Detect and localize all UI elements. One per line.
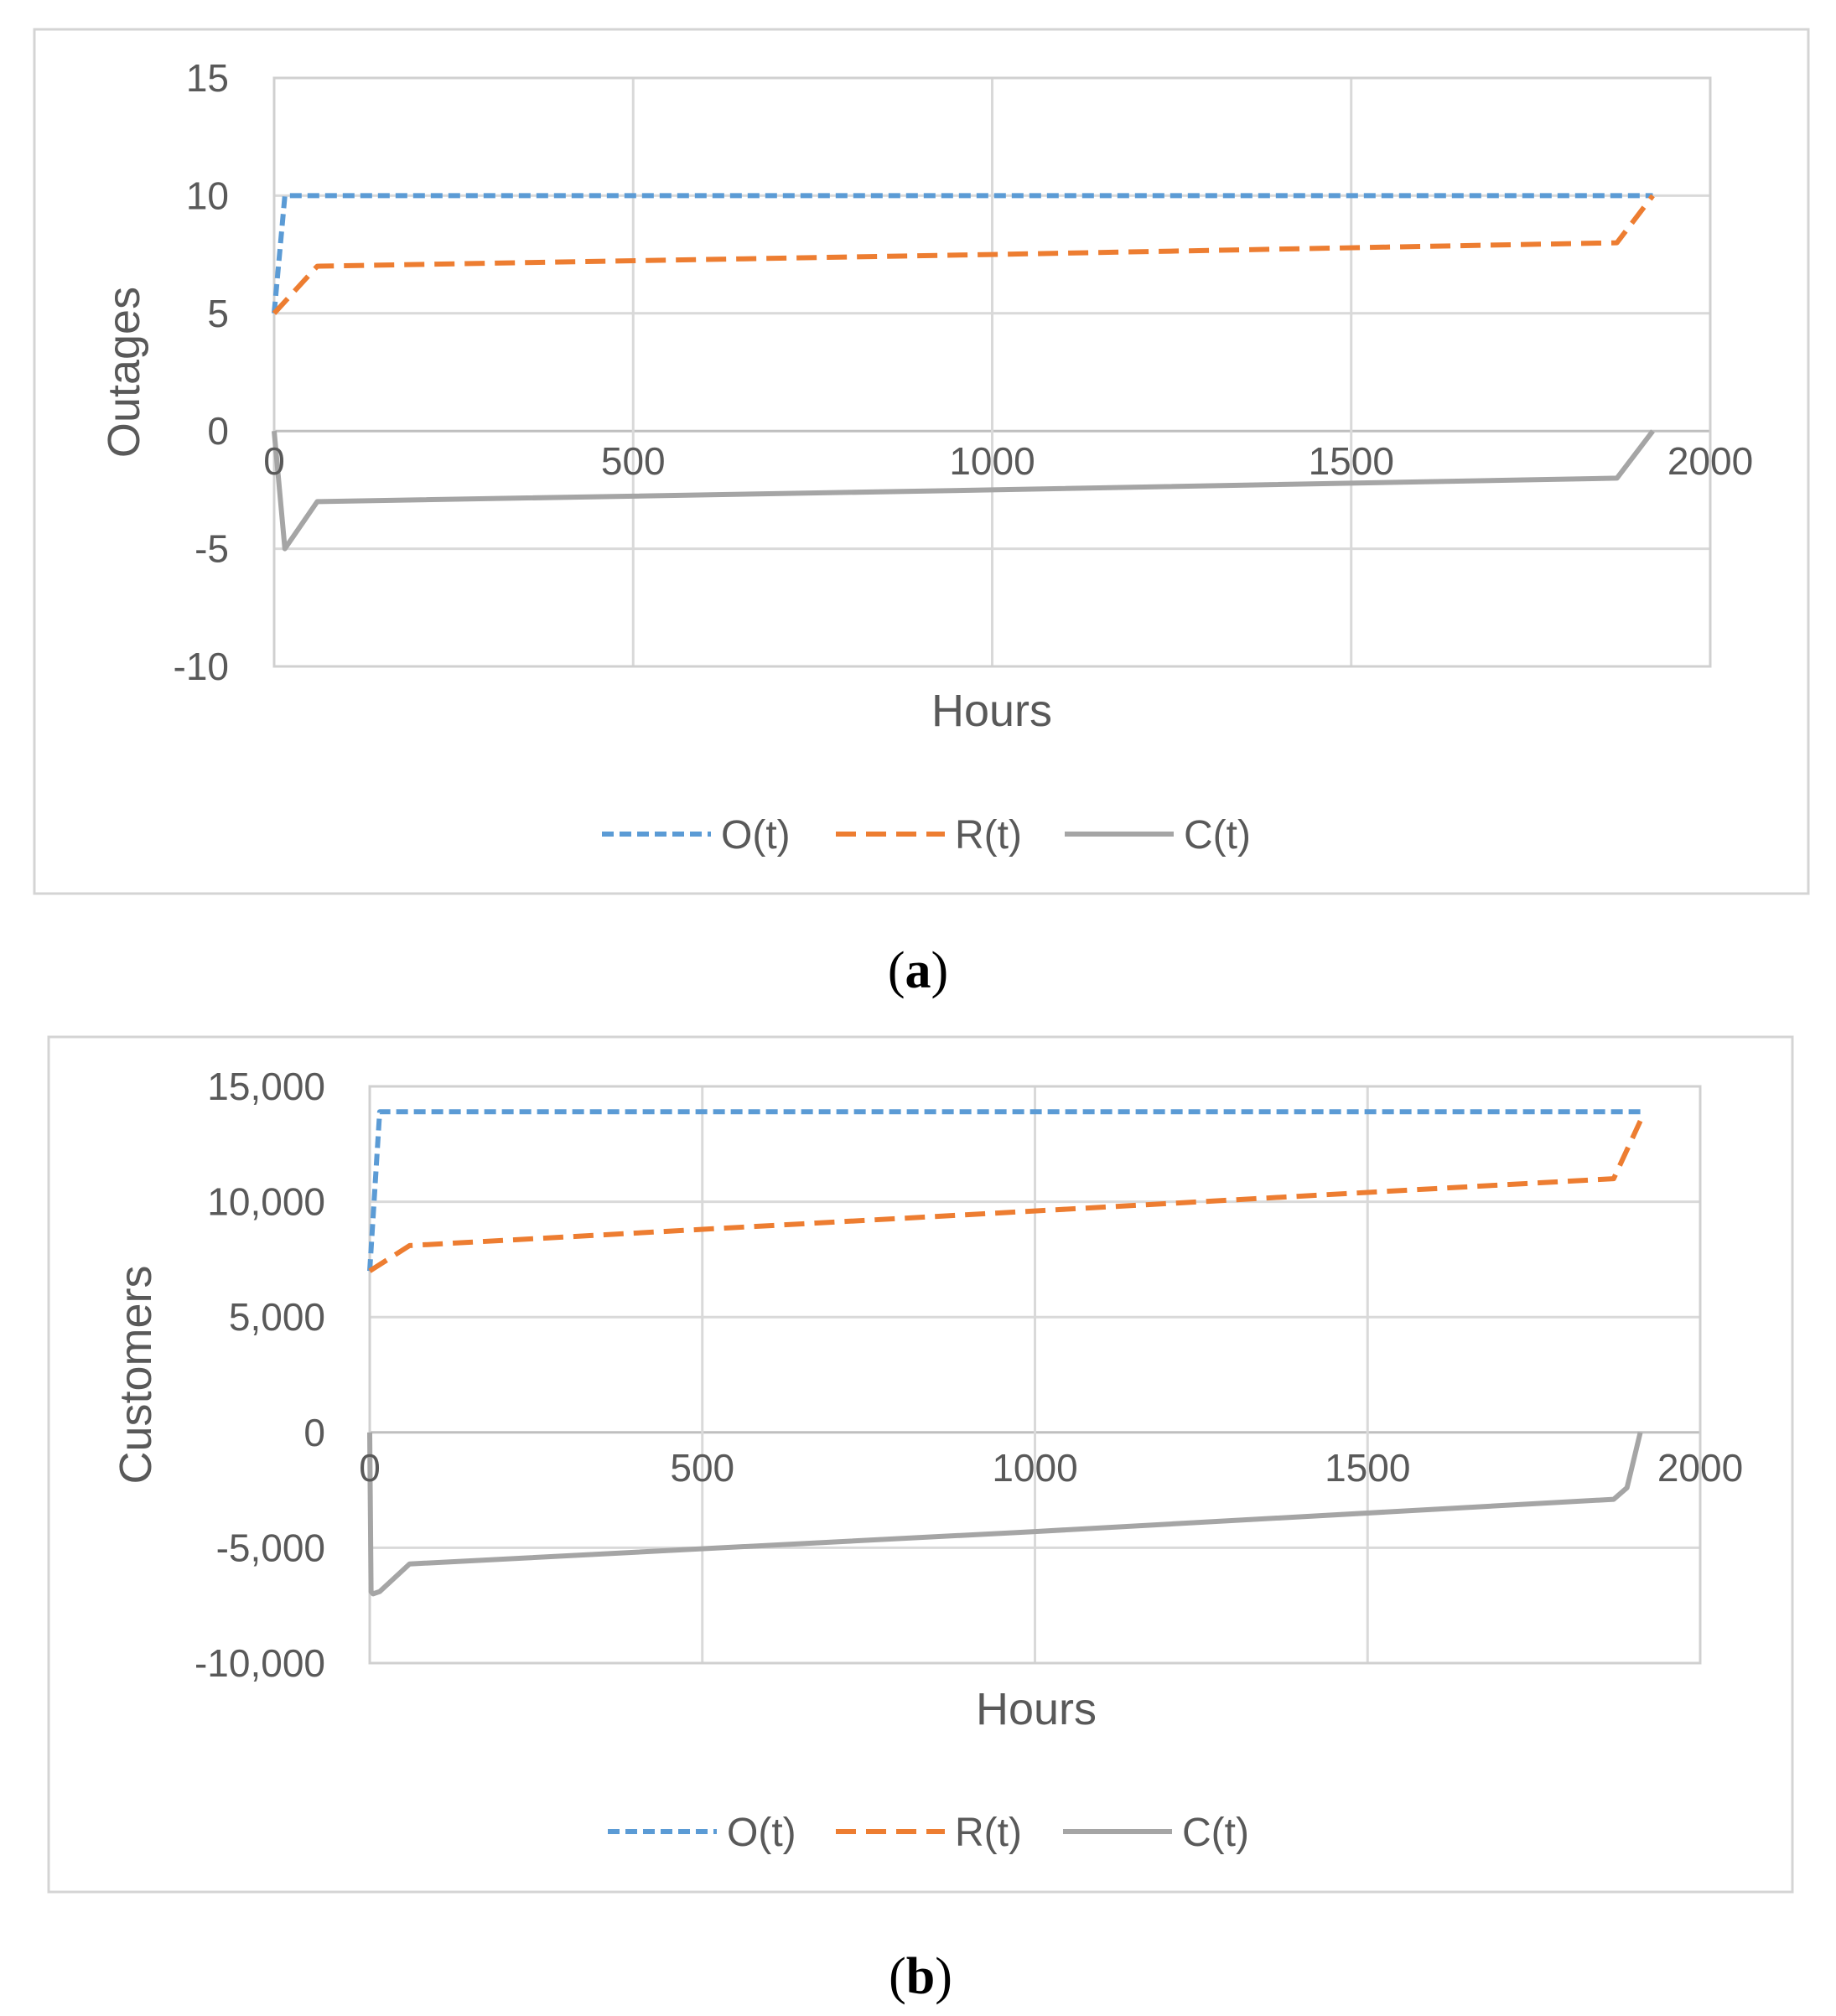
chart-a-frame [33, 28, 1810, 895]
chart-b-y-axis-title: Customers [111, 1265, 161, 1484]
chart-b-x-tick-label: 2000 [1657, 1446, 1743, 1490]
chart-b-series-o-line [367, 1109, 1641, 1272]
chart-a-caption-letter: a [905, 942, 931, 999]
chart-a-y-tick-label: 10 [186, 174, 229, 217]
chart-b-x-tick-label: 1000 [992, 1446, 1077, 1490]
chart-b: -10,000 -5,000 0 5,000 10,000 15,000 0 500 1000 1… [47, 1035, 1794, 1894]
chart-b-frame [47, 1035, 1794, 1894]
chart-b-x-axis-title: Hours [976, 1684, 1097, 1734]
chart-a-x-tick-label: 1000 [949, 439, 1035, 483]
chart-b-legend-label: O(t) [727, 1811, 796, 1855]
chart-a-x-tick-label: 2000 [1667, 439, 1753, 483]
chart-a-legend: O(t) R(t) C(t) [602, 813, 1251, 858]
chart-a-y-tick-label: 0 [207, 409, 229, 453]
chart-b-caption: (b) [889, 1948, 952, 2005]
chart-a-series [272, 193, 1655, 552]
chart-b-plot-area [368, 1085, 1702, 1665]
chart-a-y-tick-label: 15 [186, 56, 229, 100]
chart-a-x-tick-label: 500 [601, 439, 666, 483]
chart-b-series-r-line [368, 1120, 1643, 1273]
chart-a-caption: (a) [888, 942, 948, 999]
chart-a-plot-area [272, 76, 1712, 668]
chart-a-series-c-line [272, 429, 1655, 552]
chart-a: -10 -5 0 5 10 15 0 500 1000 1500 2000 Outages Hour… [33, 28, 1810, 895]
chart-a-ticks: -10 -5 0 5 10 15 0 500 1000 1500 2000 [174, 56, 1754, 688]
chart-a-series-o-line [272, 193, 1653, 314]
chart-a-legend-label: R(t) [955, 813, 1022, 858]
chart-a-series-r-line [272, 194, 1655, 315]
chart-a-y-axis-title: Outages [99, 287, 149, 458]
chart-b-y-tick-label: 5,000 [229, 1295, 325, 1339]
chart-b-legend: O(t) R(t) C(t) [608, 1811, 1249, 1855]
chart-b-y-tick-label: 0 [303, 1411, 325, 1454]
chart-a-x-axis-title: Hours [931, 686, 1052, 736]
chart-a-x-tick-label: 1500 [1309, 439, 1394, 483]
chart-b-y-tick-label: 10,000 [207, 1180, 325, 1224]
chart-b-series-c-line [367, 1432, 1643, 1597]
chart-a-y-tick-label: -10 [174, 645, 229, 688]
chart-a-legend-label: O(t) [721, 813, 791, 858]
chart-b-legend-label: C(t) [1182, 1811, 1249, 1855]
chart-b-caption-letter: b [906, 1948, 935, 2005]
chart-a-y-tick-label: 5 [207, 292, 229, 335]
chart-b-x-tick-label: 1500 [1325, 1446, 1410, 1490]
chart-b-x-tick-label: 0 [359, 1446, 381, 1490]
chart-b-series [367, 1109, 1643, 1597]
chart-b-ticks: -10,000 -5,000 0 5,000 10,000 15,000 0 500 1000 1… [194, 1065, 1743, 1685]
chart-a-x-tick-label: 0 [263, 439, 285, 483]
chart-b-y-tick-label: 15,000 [207, 1065, 325, 1108]
chart-b-x-tick-label: 500 [670, 1446, 734, 1490]
chart-b-y-tick-label: -5,000 [216, 1526, 325, 1569]
chart-a-legend-label: C(t) [1184, 813, 1251, 858]
chart-b-legend-label: R(t) [955, 1811, 1022, 1855]
chart-b-y-tick-label: -10,000 [194, 1641, 325, 1685]
chart-a-y-tick-label: -5 [194, 527, 229, 571]
